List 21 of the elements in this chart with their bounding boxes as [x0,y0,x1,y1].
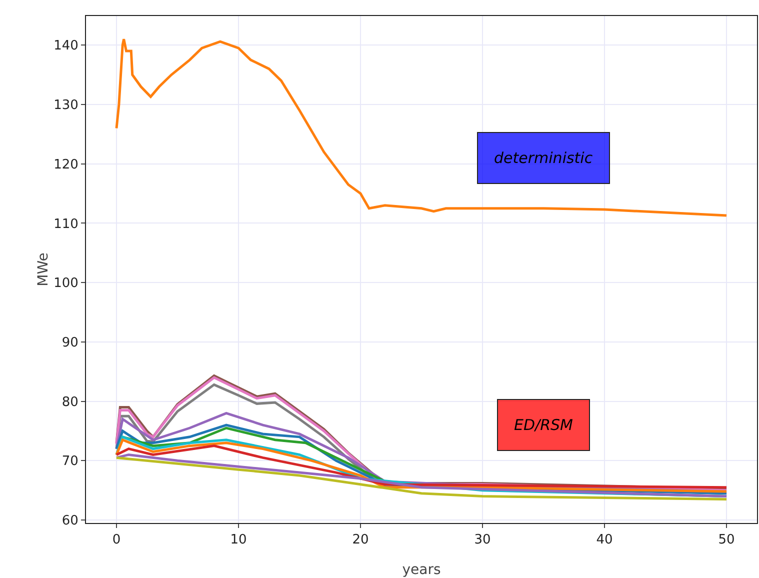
y-tick-label: 90 [62,335,78,350]
line-series [115,444,728,489]
line-series [115,38,728,217]
y-tick-label: 120 [54,157,78,172]
y-axis-title: MWe [36,252,52,286]
y-tick-label: 80 [62,394,78,410]
annotation: deterministic [494,149,594,167]
y-tick-label: 110 [54,216,78,232]
x-tick-label: 40 [596,532,613,548]
x-axis-title: years [402,562,441,578]
annotation: ED/RSM [514,416,574,434]
y-tick-label: 70 [62,454,78,470]
x-tick-label: 10 [230,532,247,548]
x-tick-label: 0 [112,532,121,548]
y-tick-label: 100 [54,276,78,292]
y-tick-label: 130 [54,98,78,114]
x-tick-label: 30 [474,532,491,548]
y-tick-label: 140 [54,38,78,54]
y-tick-label: 60 [62,514,78,529]
x-tick-label: 50 [718,532,735,548]
x-tick-label: 20 [352,532,369,548]
